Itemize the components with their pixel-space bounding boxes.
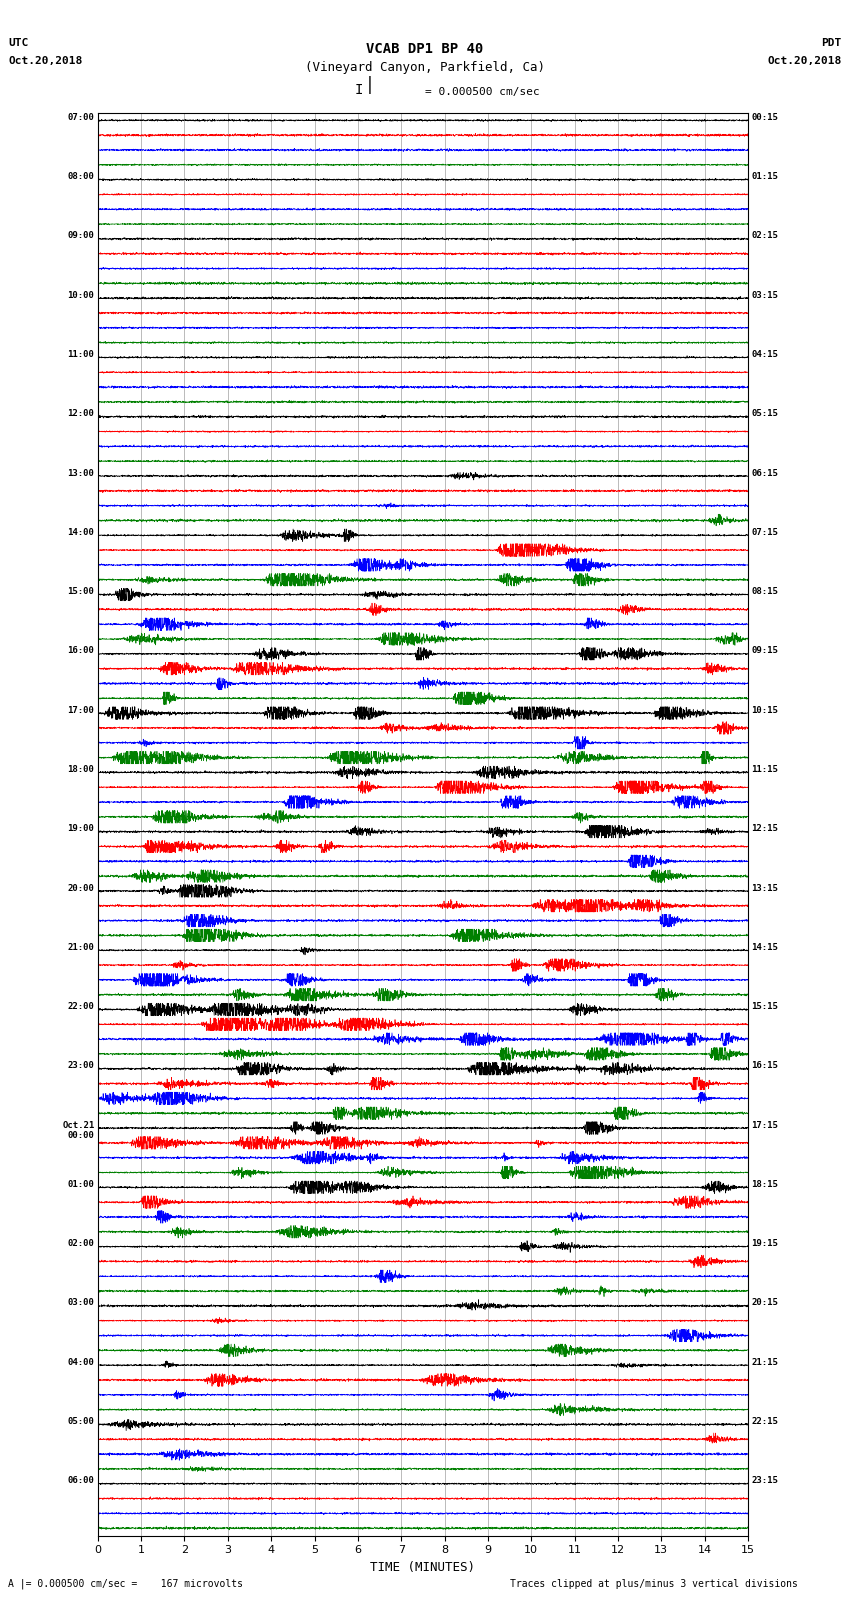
Text: 17:15: 17:15	[751, 1121, 778, 1129]
Text: 07:15: 07:15	[751, 527, 778, 537]
Text: 23:15: 23:15	[751, 1476, 778, 1486]
Text: 18:15: 18:15	[751, 1181, 778, 1189]
Text: 10:15: 10:15	[751, 706, 778, 715]
Text: 21:15: 21:15	[751, 1358, 778, 1366]
Text: 19:15: 19:15	[751, 1239, 778, 1248]
Text: 03:00: 03:00	[68, 1298, 94, 1308]
Text: 01:15: 01:15	[751, 173, 778, 181]
Text: 11:15: 11:15	[751, 765, 778, 774]
Text: Oct.20,2018: Oct.20,2018	[768, 56, 842, 66]
Text: 13:00: 13:00	[68, 468, 94, 477]
Text: Oct.21
00:00: Oct.21 00:00	[62, 1121, 94, 1140]
Text: 03:15: 03:15	[751, 290, 778, 300]
Text: 14:00: 14:00	[68, 527, 94, 537]
Text: Oct.20,2018: Oct.20,2018	[8, 56, 82, 66]
Text: 06:15: 06:15	[751, 468, 778, 477]
Text: 09:00: 09:00	[68, 232, 94, 240]
Text: VCAB DP1 BP 40: VCAB DP1 BP 40	[366, 42, 484, 56]
Text: 20:15: 20:15	[751, 1298, 778, 1308]
Text: 08:15: 08:15	[751, 587, 778, 597]
Text: I: I	[354, 82, 363, 97]
Text: 20:00: 20:00	[68, 884, 94, 892]
Text: 07:00: 07:00	[68, 113, 94, 123]
Text: 01:00: 01:00	[68, 1181, 94, 1189]
Text: 22:00: 22:00	[68, 1002, 94, 1011]
Text: 17:00: 17:00	[68, 706, 94, 715]
Text: 16:00: 16:00	[68, 647, 94, 655]
Text: |: |	[365, 76, 375, 94]
Text: 11:00: 11:00	[68, 350, 94, 360]
Text: 18:00: 18:00	[68, 765, 94, 774]
Text: 22:15: 22:15	[751, 1416, 778, 1426]
Text: 08:00: 08:00	[68, 173, 94, 181]
Text: = 0.000500 cm/sec: = 0.000500 cm/sec	[425, 87, 540, 97]
Text: 15:00: 15:00	[68, 587, 94, 597]
X-axis label: TIME (MINUTES): TIME (MINUTES)	[371, 1561, 475, 1574]
Text: 19:00: 19:00	[68, 824, 94, 834]
Text: 04:00: 04:00	[68, 1358, 94, 1366]
Text: 05:00: 05:00	[68, 1416, 94, 1426]
Text: (Vineyard Canyon, Parkfield, Ca): (Vineyard Canyon, Parkfield, Ca)	[305, 61, 545, 74]
Text: 14:15: 14:15	[751, 942, 778, 952]
Text: 21:00: 21:00	[68, 942, 94, 952]
Text: 02:15: 02:15	[751, 232, 778, 240]
Text: 13:15: 13:15	[751, 884, 778, 892]
Text: PDT: PDT	[821, 39, 842, 48]
Text: 15:15: 15:15	[751, 1002, 778, 1011]
Text: 06:00: 06:00	[68, 1476, 94, 1486]
Text: UTC: UTC	[8, 39, 29, 48]
Text: 02:00: 02:00	[68, 1239, 94, 1248]
Text: 00:15: 00:15	[751, 113, 778, 123]
Text: Traces clipped at plus/minus 3 vertical divisions: Traces clipped at plus/minus 3 vertical …	[510, 1579, 798, 1589]
Text: 04:15: 04:15	[751, 350, 778, 360]
Text: 09:15: 09:15	[751, 647, 778, 655]
Text: 12:15: 12:15	[751, 824, 778, 834]
Text: 10:00: 10:00	[68, 290, 94, 300]
Text: 23:00: 23:00	[68, 1061, 94, 1071]
Text: 05:15: 05:15	[751, 410, 778, 418]
Text: 12:00: 12:00	[68, 410, 94, 418]
Text: A |= 0.000500 cm/sec =    167 microvolts: A |= 0.000500 cm/sec = 167 microvolts	[8, 1579, 243, 1589]
Text: 16:15: 16:15	[751, 1061, 778, 1071]
